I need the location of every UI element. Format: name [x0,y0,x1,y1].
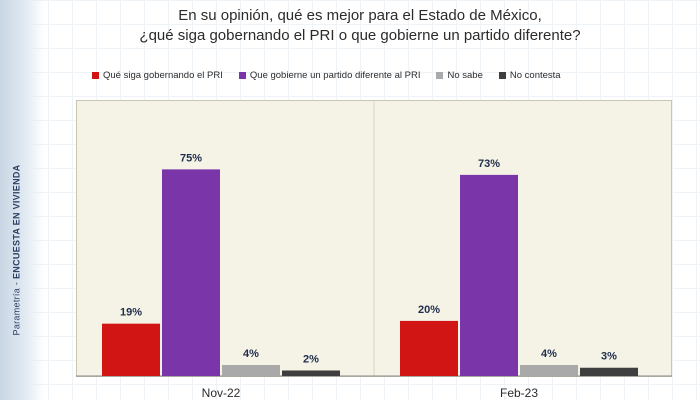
legend-item-2: No sabe [436,70,483,81]
chart-title: En su opinión, qué es mejor para el Esta… [60,6,660,46]
legend-label: No sabe [447,70,483,81]
legend-label: Qué siga gobernando el PRI [103,70,223,81]
bar-value-label: 20% [418,304,440,316]
bar-value-label: 3% [601,351,617,363]
category-label-Nov-22: Nov-22 [202,386,241,400]
bar-Nov-22-series-1 [162,169,220,376]
category-label-Feb-23: Feb-23 [500,386,538,400]
bar-value-label: 19% [120,307,142,319]
bar-Feb-23-series-1 [460,174,518,376]
bar-value-label: 4% [243,348,259,360]
legend-label: No contesta [509,70,561,81]
bar-value-label: 2% [303,353,319,365]
bar-value-label: 73% [478,158,500,170]
bar-value-label: 75% [180,152,202,164]
bar-Nov-22-series-0 [102,323,160,376]
bar-Feb-23-series-2 [520,364,578,376]
legend-item-0: Qué siga gobernando el PRI [92,70,223,81]
bar-value-label: 4% [541,348,557,360]
legend-swatch [436,72,444,79]
bar-Nov-22-series-3 [282,370,340,376]
bar-Nov-22-series-2 [222,364,280,376]
legend-label: Que gobierne un partido diferente al PRI [249,70,421,81]
legend-swatch [92,72,99,79]
bar-Feb-23-series-0 [400,320,458,376]
chart-title-line-1: En su opinión, qué es mejor para el Esta… [178,7,542,24]
legend-item-1: Que gobierne un partido diferente al PRI [238,70,421,81]
decorative-left-strip [0,0,44,400]
chart-title-line-2: ¿qué siga gobernando el PRI o que gobier… [139,27,581,44]
legend-swatch [238,72,246,79]
legend-item-3: No contesta [498,70,561,81]
bar-Feb-23-series-3 [580,367,638,376]
legend-swatch [498,72,506,79]
chart-legend: Qué siga gobernando el PRI Que gobierne u… [92,70,561,81]
